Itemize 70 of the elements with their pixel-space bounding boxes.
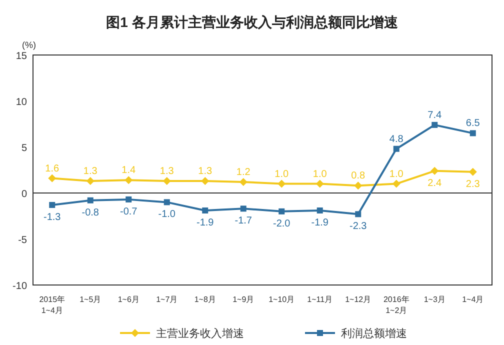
x-tick-label: 1~5月 <box>80 295 102 304</box>
x-tick-label: 1~12月 <box>345 295 372 304</box>
point <box>201 177 210 186</box>
point <box>86 177 94 186</box>
point <box>162 177 171 186</box>
point <box>316 180 324 188</box>
data-label: -1.9 <box>311 217 329 228</box>
point <box>393 146 400 152</box>
data-label: 7.4 <box>428 110 442 121</box>
legend-label: 主营业务收入增速 <box>156 327 244 340</box>
point <box>202 207 208 214</box>
y-tick-label: 10 <box>16 97 28 108</box>
point <box>432 122 438 128</box>
data-label: 1.6 <box>45 163 60 174</box>
x-tick-label: 1~6月 <box>118 295 140 304</box>
data-label: 1.3 <box>160 166 174 178</box>
data-label: -0.8 <box>82 207 100 218</box>
chart-title: 图1 各月累计主营业务收入与利润总额同比增速 <box>106 14 399 30</box>
point <box>355 211 362 218</box>
data-label: -1.7 <box>234 216 252 227</box>
point <box>278 208 285 214</box>
data-label: -1.3 <box>44 212 62 223</box>
data-label: -2.0 <box>273 218 291 230</box>
data-label: -1.9 <box>196 217 214 228</box>
data-label: 1.0 <box>389 168 404 180</box>
data-label: 2.3 <box>466 178 480 190</box>
data-label: 2.4 <box>428 178 442 189</box>
y-tick-label: 0 <box>21 189 28 200</box>
point <box>124 176 133 184</box>
point <box>392 180 400 188</box>
data-label: 4.8 <box>389 134 404 145</box>
x-tick-label: 1~8月 <box>194 295 216 304</box>
legend-label: 利润总额增速 <box>341 327 407 340</box>
point <box>316 207 323 214</box>
x-tick-label: 1~9月 <box>232 295 254 304</box>
y-tick-label: 15 <box>16 51 28 62</box>
point <box>240 206 246 212</box>
y-axis-title: (%) <box>22 40 36 50</box>
x-tick-label: 1~7月 <box>156 295 178 304</box>
point <box>278 180 286 188</box>
data-label: 1.3 <box>198 166 213 178</box>
point <box>49 202 56 208</box>
data-label: 1.0 <box>274 168 290 180</box>
x-tick-label: 2016年 1~2月 <box>383 295 410 315</box>
y-tick-label: 5 <box>21 143 28 154</box>
point <box>354 182 362 190</box>
y-tick-label: -10 <box>12 281 28 292</box>
point <box>468 168 477 176</box>
point <box>239 178 248 186</box>
x-tick-label: 1~4月 <box>462 295 484 304</box>
point <box>126 196 132 202</box>
point <box>470 130 476 136</box>
x-tick-label: 2015年 1~4月 <box>39 295 66 315</box>
point <box>87 197 94 204</box>
data-label: 6.5 <box>466 118 480 130</box>
data-label: 1.3 <box>83 166 98 178</box>
data-label: 1.0 <box>312 168 328 180</box>
x-tick-label: 1~10月 <box>268 295 295 304</box>
data-label: 0.8 <box>351 170 366 182</box>
data-label: -2.3 <box>350 221 368 232</box>
point <box>430 166 439 175</box>
y-tick-label: -5 <box>18 235 28 246</box>
point <box>164 199 170 206</box>
data-label: 1.2 <box>236 166 251 178</box>
point <box>48 174 56 182</box>
x-tick-label: 1~3月 <box>424 295 446 304</box>
data-label: -1.0 <box>158 209 176 220</box>
data-label: 1.4 <box>122 165 136 176</box>
x-tick-label: 1~11月 <box>307 295 333 304</box>
data-label: -0.7 <box>120 206 138 218</box>
